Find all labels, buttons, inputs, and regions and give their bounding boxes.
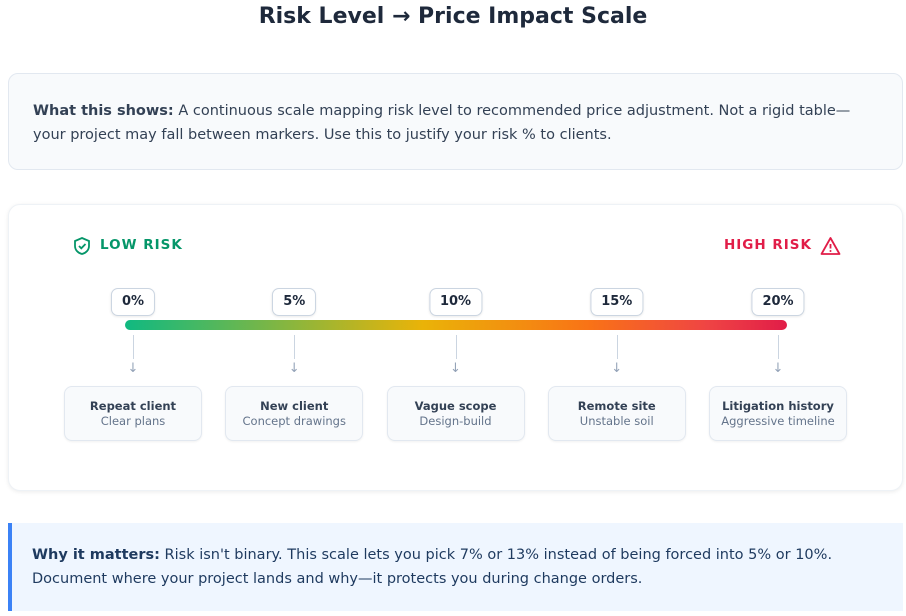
scenario-title: Vague scope (414, 399, 497, 413)
arrow: ↓ (127, 361, 139, 376)
intro-text: A continuous scale mapping risk level to… (33, 103, 851, 143)
arrow: ↓ (450, 361, 461, 376)
connector (616, 335, 618, 359)
scenario-box: Remote site Unstable soil (547, 386, 686, 441)
connector (294, 335, 296, 359)
shield-icon (74, 237, 90, 255)
scenario-subtitle: Aggressive timeline (721, 414, 835, 428)
scenario-subtitle: Concept drawings (242, 414, 346, 428)
marker-pill: 5% (272, 288, 317, 316)
high-risk-label: HIGH RISK (723, 237, 812, 253)
intro-label: What this shows: (33, 103, 174, 119)
marker-pill: 10% (428, 288, 483, 316)
scenario-box: New client Concept drawings (225, 386, 364, 441)
warning-icon (820, 237, 841, 255)
footer-text: Risk isn't binary. This scale lets you p… (32, 547, 833, 587)
gradient-scale (125, 320, 787, 330)
footer-label: Why it matters: (32, 547, 160, 563)
scenario-subtitle: Unstable soil (579, 414, 654, 428)
connector (455, 335, 457, 359)
connector (133, 335, 134, 359)
low-risk-label: LOW RISK (100, 237, 183, 253)
marker-pill: 0% (110, 288, 156, 316)
scenario-title: New client (260, 399, 329, 413)
page-title: Risk Level → Price Impact Scale (258, 4, 648, 29)
scenario-box: Repeat client Clear plans (64, 386, 202, 441)
scenario-title: Litigation history (722, 399, 834, 413)
scenario-box: Vague scope Design-build (386, 386, 525, 441)
footer-box: Why it matters: Risk isn't binary. This … (8, 523, 903, 611)
arrow: ↓ (288, 361, 300, 376)
arrow: ↓ (772, 361, 784, 376)
arrow: ↓ (611, 361, 623, 376)
marker-pill: 20% (751, 288, 805, 316)
scenario-box: Litigation history Aggressive timeline (709, 386, 847, 441)
scenario-title: Repeat client (89, 399, 177, 413)
scenario-title: Remote site (577, 399, 656, 413)
scenario-subtitle: Clear plans (100, 414, 166, 428)
intro-box: What this shows: A continuous scale mapp… (8, 73, 903, 170)
marker-pill: 15% (590, 288, 644, 316)
connector (778, 335, 779, 359)
scenario-subtitle: Design-build (419, 414, 492, 428)
